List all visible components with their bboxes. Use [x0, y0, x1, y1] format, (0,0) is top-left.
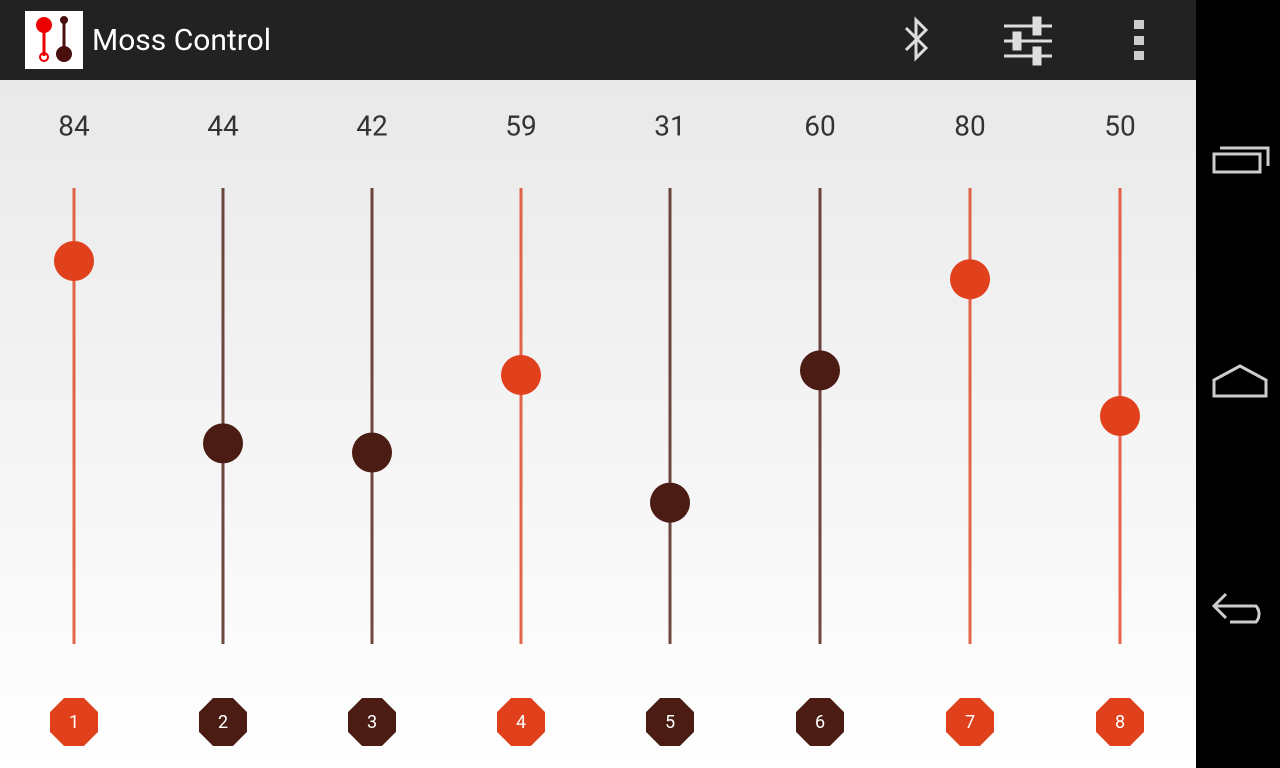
slider-knob[interactable] — [950, 259, 990, 300]
channel-badge — [1096, 698, 1144, 746]
slider-knob[interactable] — [1100, 396, 1140, 436]
channel-badge — [50, 698, 98, 746]
slider[interactable]: 60 6 — [796, 109, 844, 746]
slider-value: 84 — [58, 109, 90, 142]
channel-badge — [497, 698, 545, 746]
slider-knob[interactable] — [54, 240, 94, 281]
slider-value: 44 — [207, 109, 239, 142]
sliders: 84 1 44 2 42 3 59 4 31 5 60 6 80 7 50 8 — [50, 109, 1144, 746]
back-button[interactable] — [1211, 592, 1261, 624]
slider-knob[interactable] — [352, 432, 392, 473]
content-background — [0, 80, 1196, 768]
channel-badge — [348, 698, 396, 746]
home-button[interactable] — [1212, 364, 1268, 398]
channel-label: 4 — [516, 712, 526, 733]
channel-label: 2 — [218, 712, 228, 733]
slider[interactable]: 50 8 — [1096, 109, 1144, 746]
channel-label: 5 — [665, 712, 675, 733]
slider-value: 80 — [954, 109, 985, 142]
slider-value: 31 — [654, 109, 685, 142]
slider-knob[interactable] — [203, 423, 243, 464]
channel-label: 3 — [367, 712, 377, 733]
overflow-menu[interactable] — [1134, 20, 1144, 60]
recents-button[interactable] — [1212, 146, 1270, 174]
action-bar — [0, 0, 1196, 80]
settings-button[interactable] — [1004, 16, 1052, 66]
slider-knob[interactable] — [800, 350, 840, 391]
channel-label: 1 — [69, 712, 79, 733]
slider[interactable]: 59 4 — [497, 109, 545, 746]
slider[interactable]: 80 7 — [946, 109, 994, 746]
slider-knob[interactable] — [650, 482, 690, 523]
channel-badge — [946, 698, 994, 746]
slider-value: 42 — [356, 109, 387, 142]
navigation-bar — [1211, 146, 1270, 624]
slider-value: 59 — [505, 109, 536, 142]
channel-badge — [646, 698, 694, 746]
channel-label: 8 — [1115, 712, 1125, 733]
channel-badge — [796, 698, 844, 746]
slider-knob[interactable] — [501, 354, 541, 395]
slider[interactable]: 44 2 — [199, 109, 247, 746]
slider-value: 60 — [804, 109, 835, 142]
app-icon — [25, 11, 83, 69]
slider[interactable]: 31 5 — [646, 109, 694, 746]
bluetooth-button[interactable] — [904, 16, 929, 62]
slider-value: 50 — [1104, 109, 1135, 142]
app-title: Moss Control — [92, 23, 271, 58]
channel-label: 7 — [965, 712, 975, 733]
slider[interactable]: 42 3 — [348, 109, 396, 746]
channel-badge — [199, 698, 247, 746]
channel-label: 6 — [815, 712, 825, 733]
slider[interactable]: 84 1 — [50, 109, 98, 746]
